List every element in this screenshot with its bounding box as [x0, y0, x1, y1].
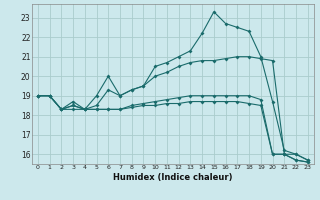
X-axis label: Humidex (Indice chaleur): Humidex (Indice chaleur): [113, 173, 233, 182]
